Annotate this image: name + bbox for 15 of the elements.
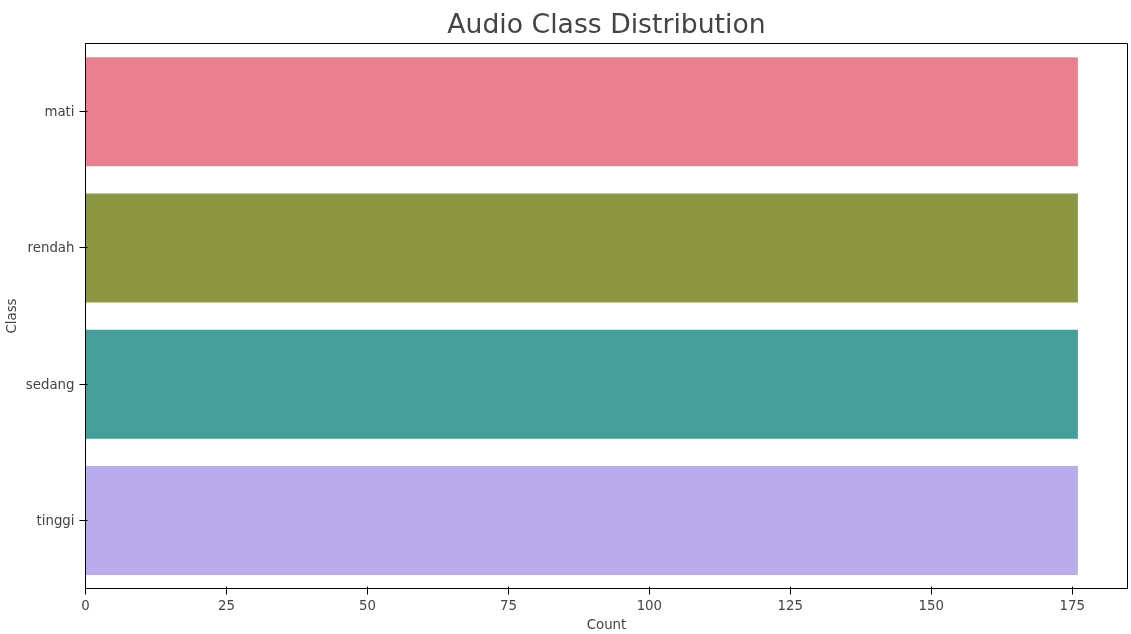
x-tick-label: 100 (636, 597, 663, 613)
x-tick-label: 0 (81, 597, 90, 613)
x-tick-label: 175 (1059, 597, 1085, 613)
y-axis-title: Class (3, 298, 19, 334)
x-tick-label: 125 (777, 597, 804, 613)
x-tick-label: 25 (217, 597, 235, 613)
x-tick-label: 75 (499, 597, 517, 613)
x-tick-label: 50 (358, 597, 376, 613)
y-tick-label: sedang (25, 376, 75, 392)
x-tick-label: 150 (918, 597, 945, 613)
chart-title: Audio Class Distribution (447, 7, 766, 39)
y-tick-label: tinggi (36, 512, 75, 528)
y-tick-label: mati (44, 104, 75, 120)
x-axis-title: Count (586, 616, 627, 632)
y-tick-label: rendah (27, 240, 75, 256)
